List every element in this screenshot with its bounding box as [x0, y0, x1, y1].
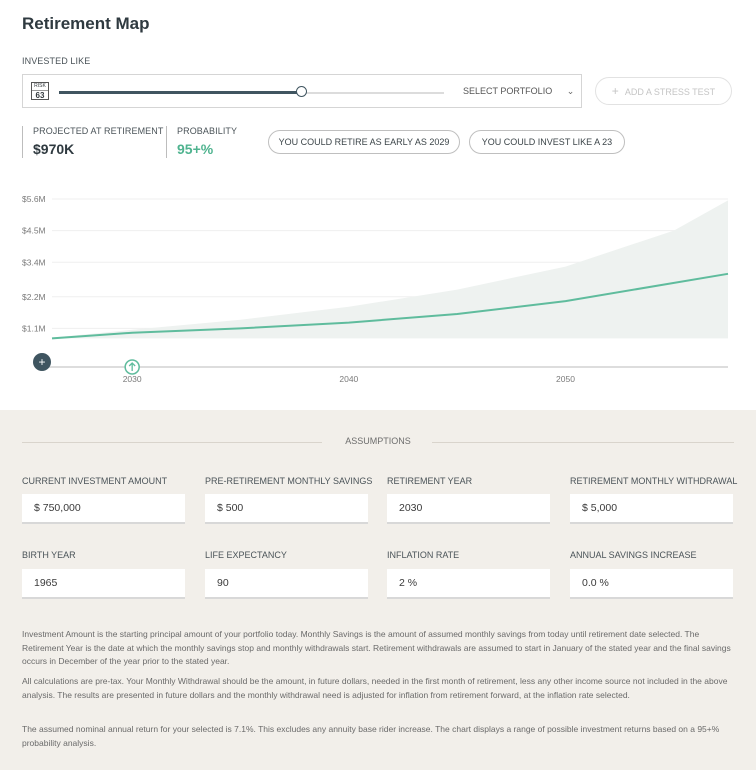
invested-like-label: INVESTED LIKE	[22, 56, 91, 66]
monthly-savings-label: PRE-RETIREMENT MONTHLY SAVINGS	[205, 476, 373, 486]
add-event-circle	[33, 353, 51, 371]
assumptions-title: ASSUMPTIONS	[345, 436, 411, 446]
projected-at-retirement-stat: PROJECTED AT RETIREMENT $970K	[22, 126, 163, 158]
note-calculations: All calculations are pre-tax. Your Month…	[22, 676, 728, 700]
risk-score-badge: RISK 63	[31, 82, 49, 100]
current-investment-input[interactable]: $ 750,000	[22, 494, 185, 524]
retirement-projection-chart: $5.6M $4.5M $3.4M $2.2M $1.1M 2030 2040 2050 +	[22, 194, 729, 384]
assumptions-panel: ASSUMPTIONS CURRENT INVESTMENT AMOUNT $ …	[0, 410, 756, 770]
life-expectancy-input[interactable]: 90	[205, 569, 368, 599]
risk-slider-fill	[59, 91, 302, 94]
retirement-year-label: RETIREMENT YEAR	[387, 476, 473, 486]
y-tick-label: $1.1M	[22, 323, 46, 333]
page-title: Retirement Map	[22, 14, 150, 33]
select-portfolio-dropdown[interactable]: SELECT PORTFOLIO ⌄	[463, 86, 574, 97]
risk-badge-number: 63	[35, 91, 45, 100]
inflation-rate-input[interactable]: 2 %	[387, 569, 550, 599]
add-event-button[interactable]: +	[33, 353, 51, 371]
x-tick-label: 2040	[339, 374, 358, 384]
monthly-withdrawal-label: RETIREMENT MONTHLY WITHDRAWAL	[570, 476, 738, 486]
x-tick-label: 2050	[556, 374, 575, 384]
savings-increase-label: ANNUAL SAVINGS INCREASE	[570, 550, 697, 560]
risk-slider-handle[interactable]	[296, 86, 307, 97]
retire-early-suggestion-button[interactable]: YOU COULD RETIRE AS EARLY AS 2029	[268, 130, 460, 154]
probability-value: 95+%	[177, 141, 214, 157]
projection-median-line	[51, 272, 729, 340]
risk-badge-caption: RISK	[32, 83, 48, 91]
birth-year-label: BIRTH YEAR	[22, 550, 76, 560]
monthly-savings-input[interactable]: $ 500	[205, 494, 368, 524]
probability-stat: PROBABILITY 95+%	[166, 126, 237, 158]
retirement-year-marker[interactable]	[124, 359, 140, 375]
projection-range-band	[52, 200, 728, 339]
add-stress-test-button[interactable]: + ADD A STRESS TEST	[595, 77, 732, 105]
x-tick-label: 2030	[123, 374, 142, 384]
monthly-withdrawal-input[interactable]: $ 5,000	[570, 494, 733, 524]
projected-value: $970K	[33, 141, 75, 157]
y-tick-label: $3.4M	[22, 257, 46, 267]
portfolio-selector: RISK 63 SELECT PORTFOLIO ⌄	[22, 74, 582, 108]
assumptions-divider-right	[432, 442, 734, 443]
retirement-year-input[interactable]: 2030	[387, 494, 550, 524]
life-expectancy-label: LIFE EXPECTANCY	[205, 550, 287, 560]
note-investment-amount: Investment Amount is the starting princi…	[22, 629, 731, 666]
y-tick-label: $4.5M	[22, 226, 46, 236]
y-tick-label: $5.6M	[22, 194, 46, 204]
savings-increase-input[interactable]: 0.0 %	[570, 569, 733, 599]
invest-like-suggestion-button[interactable]: YOU COULD INVEST LIKE A 23	[469, 130, 625, 154]
arrow-up-icon	[128, 362, 136, 371]
probability-label: PROBABILITY	[177, 126, 238, 136]
birth-year-input[interactable]: 1965	[22, 569, 185, 599]
plus-icon: +	[38, 355, 45, 369]
assumptions-divider-left	[22, 442, 322, 443]
current-investment-label: CURRENT INVESTMENT AMOUNT	[22, 476, 168, 486]
note-assumed-return: The assumed nominal annual return for yo…	[22, 724, 720, 748]
plus-icon: +	[611, 84, 619, 98]
projected-label: PROJECTED AT RETIREMENT	[33, 126, 164, 136]
chevron-down-icon: ⌄	[566, 86, 575, 96]
add-stress-test-label: ADD A STRESS TEST	[624, 87, 716, 97]
inflation-rate-label: INFLATION RATE	[387, 550, 460, 560]
select-portfolio-label: SELECT PORTFOLIO	[463, 86, 553, 96]
y-tick-label: $2.2M	[22, 292, 46, 302]
